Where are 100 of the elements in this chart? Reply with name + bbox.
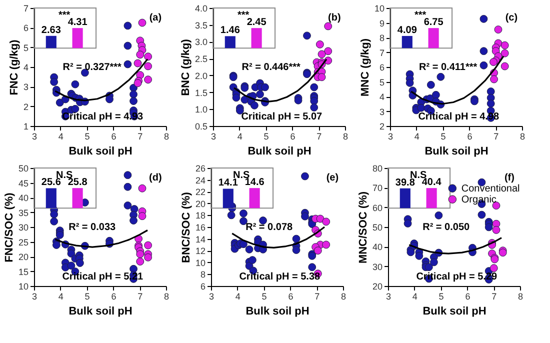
y-tick-label: 40 <box>18 193 28 203</box>
point <box>494 26 502 34</box>
y-tick-label: 0.5 <box>194 122 208 132</box>
x-tick-label: 5 <box>262 292 267 302</box>
x-tick-label: 5 <box>264 132 269 142</box>
x-tick-label: 4 <box>237 132 242 142</box>
x-axis-title: Bulk soil pH <box>68 306 132 318</box>
x-tick-label: 6 <box>465 292 470 302</box>
annotation: Critical pH = 5.38 <box>239 272 321 283</box>
y-tick-label: 16 <box>195 222 206 232</box>
y-tick-label: 2 <box>379 122 384 132</box>
point <box>303 32 311 40</box>
point <box>310 104 318 112</box>
point <box>316 214 324 223</box>
x-axis-title: Bulk soil pH <box>68 146 132 158</box>
point <box>292 246 300 254</box>
point <box>144 52 152 61</box>
y-tick-label: 6 <box>379 62 384 72</box>
point <box>124 202 132 210</box>
x-tick-label: 4 <box>412 292 418 302</box>
point <box>480 47 488 56</box>
x-tick-label: 6 <box>288 292 294 302</box>
x-tick-label: 7 <box>492 292 497 302</box>
point <box>486 100 495 108</box>
y-axis-title: BNC (g/kg) <box>180 38 192 96</box>
y-tick-label: 3.0 <box>194 37 208 48</box>
y-tick-label: 5 <box>379 77 384 88</box>
y-tick-label: 14 <box>195 234 206 244</box>
point <box>324 47 332 56</box>
point <box>322 240 330 249</box>
y-tick-label: 40 <box>372 242 382 252</box>
point <box>432 90 440 99</box>
annotation: (e) <box>326 172 339 184</box>
y-tick-label: 2.0 <box>194 70 208 81</box>
point <box>500 62 509 70</box>
data-label: 1.46 <box>220 25 240 36</box>
y-tick-label: 7 <box>23 4 28 14</box>
y-tick-label: 6 <box>23 23 28 34</box>
point <box>324 22 332 30</box>
point <box>76 259 84 267</box>
point <box>124 182 132 191</box>
data-label: 2.63 <box>41 24 62 36</box>
y-tick-label: 50 <box>18 164 28 174</box>
point <box>490 58 498 66</box>
point <box>50 78 58 86</box>
x-tick-label: 6 <box>290 132 296 142</box>
x-tick-label: 5 <box>438 292 444 302</box>
x-tick-label: 7 <box>138 292 143 302</box>
y-tick-label: 3 <box>23 82 28 92</box>
point <box>240 209 248 218</box>
point <box>322 218 330 226</box>
x-tick-label: 8 <box>518 292 524 302</box>
x-tick-label: 7 <box>316 132 322 142</box>
y-tick-label: 25 <box>18 237 28 248</box>
point <box>480 61 488 70</box>
x-tick-label: 3 <box>388 132 394 142</box>
point <box>250 101 258 110</box>
point <box>130 216 138 224</box>
point <box>136 50 144 59</box>
data-label: 14.6 <box>244 177 265 188</box>
annotation: (a) <box>149 12 162 24</box>
point <box>245 245 254 254</box>
data-label: 39.8 <box>395 177 416 188</box>
y-tick-label: 3 <box>379 106 384 117</box>
point <box>124 60 132 68</box>
point <box>492 226 500 234</box>
y-tick-label: 1.0 <box>194 104 208 115</box>
point <box>310 83 318 92</box>
point <box>490 264 498 272</box>
annotation: R² = 0.411*** <box>419 62 478 73</box>
x-tick-label: 4 <box>58 292 64 302</box>
point <box>314 246 322 255</box>
point <box>240 240 248 248</box>
annotation: R² = 0.078 <box>246 222 293 233</box>
y-tick-label: 2 <box>23 102 28 112</box>
point <box>130 90 138 98</box>
y-tick-label: 10 <box>374 4 384 14</box>
y-axis-title: MNC/SOC (%) <box>357 191 370 264</box>
point <box>292 234 300 243</box>
point <box>480 14 488 23</box>
annotation: (b) <box>328 12 341 24</box>
point <box>434 211 443 220</box>
data-label: 2.45 <box>246 17 267 28</box>
y-tick-label: 2.5 <box>194 54 208 64</box>
annotation: R² = 0.050 <box>422 222 470 233</box>
y-tick-label: 35 <box>18 208 28 218</box>
x-tick-label: 5 <box>84 132 90 142</box>
point <box>138 184 146 192</box>
data-label: 40.4 <box>422 177 442 188</box>
y-tick-label: 20 <box>195 198 206 209</box>
point <box>430 258 438 266</box>
point <box>232 94 240 102</box>
y-tick-label: 9 <box>379 18 384 28</box>
point <box>478 210 486 219</box>
x-tick-label: 3 <box>210 132 216 142</box>
y-tick-label: 10 <box>18 282 28 292</box>
x-tick-label: 6 <box>111 132 116 142</box>
point <box>138 18 146 27</box>
y-tick-label: 18 <box>195 210 206 221</box>
x-axis-title: Bulk soil pH <box>422 306 486 318</box>
